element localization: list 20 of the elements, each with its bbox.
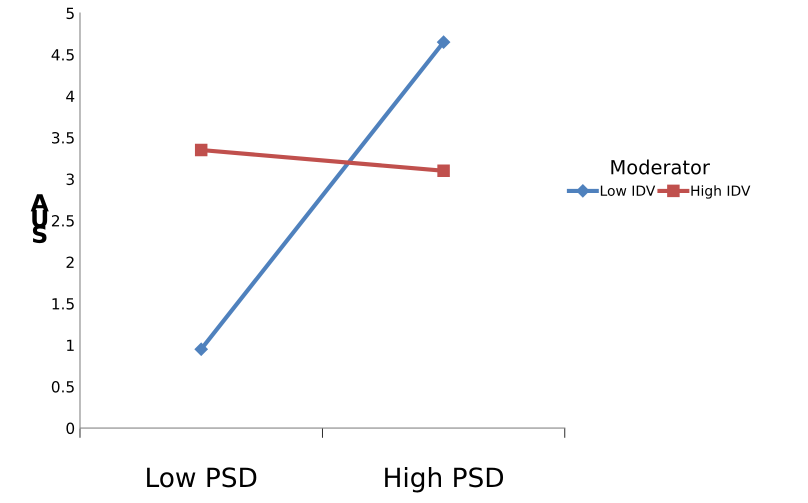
y-tick-label: 0 [66,422,74,434]
y-tick-label: 2.5 [52,215,74,227]
y-tick-label: 3 [66,174,74,186]
x-tick-label: Low PSD [147,467,256,488]
y-tick-label: 2 [66,256,74,268]
y-tick-label: 3.5 [52,132,74,144]
x-tick-label: High PSD [385,466,504,492]
y-tick-label: 4.5 [52,49,74,61]
y-tick-label: 0.5 [52,381,74,393]
point [194,342,208,356]
legend-label: High IDV [691,185,750,199]
legend-label: Low IDV [600,186,656,196]
legend-title: Moderator [611,159,710,175]
point [437,164,450,178]
y-tick-label: 5 [66,8,74,20]
y-tick-label: 1 [67,340,74,351]
y-tick-label: 1.5 [52,298,74,310]
point [194,144,208,156]
y-tick-label: 4 [66,90,74,102]
point [437,36,450,49]
